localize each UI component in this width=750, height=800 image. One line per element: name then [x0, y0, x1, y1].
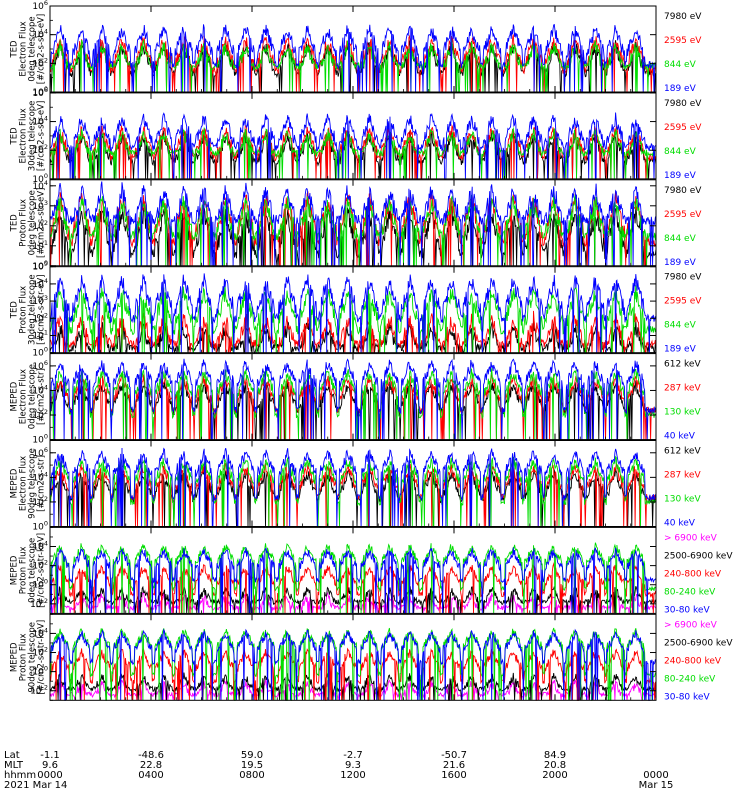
legend-entry: 2595 eV — [664, 123, 702, 133]
legend-entry: 844 eV — [664, 321, 697, 331]
x-tick-label-mlt: 22.8 — [140, 760, 162, 771]
x-tick-label-hhmm: 0800 — [239, 770, 264, 781]
y-axis-label: MEPEDElectron Flux90deg telescope[#/cm2-… — [10, 448, 47, 519]
legend-entry: 844 eV — [664, 234, 697, 244]
x-tick-label-mlt: 9.3 — [345, 760, 361, 771]
y-tick-label: 100 — [32, 520, 48, 533]
series-line-30-80-kev — [49, 628, 657, 701]
legend-entry: 189 eV — [664, 171, 697, 181]
legend-entry: 80-240 keV — [664, 587, 716, 597]
legend-entry: 612 keV — [664, 360, 701, 370]
x-tick-label-hhmm: 0400 — [138, 770, 163, 781]
legend-entry: 30-80 keV — [664, 605, 710, 615]
x-tick-label-mlt: 9.6 — [42, 760, 58, 771]
legend-entry: 2500-6900 keV — [664, 638, 733, 648]
series-line-130-kev — [49, 455, 657, 527]
legend-entry: 7980 eV — [664, 186, 702, 196]
legend-entry: > 6900 keV — [664, 620, 718, 630]
x-tick-label-hhmm: 1600 — [441, 770, 466, 781]
x-tick-label-date: Mar 14 — [33, 780, 68, 791]
y-axis-label: TEDElectron Flux0deg telescope[#/cm2-s-s… — [10, 14, 47, 84]
legend-entry: 30-80 keV — [664, 692, 710, 702]
x-tick-label-mlt: 21.6 — [443, 760, 465, 771]
x-tick-label-lat: -1.1 — [40, 750, 60, 761]
legend-entry: 130 keV — [664, 408, 701, 418]
legend-entry: 7980 eV — [664, 273, 702, 283]
legend-entry: 287 keV — [664, 471, 701, 481]
legend-entry: 40 keV — [664, 519, 696, 529]
y-tick-label: 100 — [32, 346, 48, 359]
y-tick-label: 100 — [32, 433, 48, 446]
y-axis-label: MEPEDProton Flux90deg telescope[#/cm2-s-… — [10, 620, 47, 695]
x-tick-label-mlt: 19.5 — [241, 760, 263, 771]
legend-entry: 612 keV — [664, 447, 701, 457]
legend-entry: 844 eV — [664, 147, 697, 157]
xrow-label-hhmm: hhmm — [4, 770, 36, 781]
legend-entry: 2595 eV — [664, 210, 702, 220]
x-tick-label-hhmm: 0000 — [643, 770, 668, 781]
legend-entry: > 6900 keV — [664, 533, 718, 543]
legend-entry: 844 eV — [664, 60, 697, 70]
xrow-label-year: 2021 — [4, 780, 29, 791]
x-tick-label-lat: 84.9 — [544, 750, 566, 761]
y-axis-label: TEDProton Flux30deg telescope[#/cm2-s-st… — [10, 274, 47, 345]
xrow-label-mlt: MLT — [4, 760, 24, 771]
series-line-130-kev — [49, 368, 657, 441]
legend-entry: 2595 eV — [664, 36, 702, 46]
series-line-189-ev — [49, 273, 657, 354]
series-line-189-ev — [49, 23, 657, 93]
x-tick-label-lat: -48.6 — [138, 750, 164, 761]
y-axis-label: TEDProton Flux0deg telescope[#/cm2-s-str… — [10, 188, 47, 258]
series-line-612-kev — [49, 379, 657, 441]
series-line-30-80-kev — [49, 547, 657, 614]
y-axis-label: MEPEDElectron Flux0deg telescope[#/cm2-s… — [10, 364, 47, 429]
x-tick-label-lat: 59.0 — [241, 750, 263, 761]
legend-entry: 189 eV — [664, 345, 697, 355]
xrow-label-lat: Lat — [4, 750, 20, 761]
y-axis-label: TEDElectron Flux30deg telescope[#/cm2-s-… — [10, 101, 47, 172]
x-tick-label-date: Mar 15 — [639, 780, 674, 791]
legend-entry: 7980 eV — [664, 12, 702, 22]
series-line-844-ev — [49, 38, 657, 93]
legend-entry: 130 keV — [664, 495, 701, 505]
legend-entry: 240-800 keV — [664, 569, 722, 579]
y-tick-label: 106 — [32, 0, 48, 12]
series-line-287-kev — [49, 461, 657, 527]
x-tick-label-hhmm: 1200 — [340, 770, 365, 781]
legend-entry: 189 eV — [664, 258, 697, 268]
legend-entry: 40 keV — [664, 432, 696, 442]
legend-entry: 7980 eV — [664, 99, 702, 109]
legend-entry: 240-800 keV — [664, 656, 722, 666]
legend-entry: 287 keV — [664, 384, 701, 394]
series-line-189-ev — [49, 112, 657, 180]
legend-entry: 80-240 keV — [664, 674, 716, 684]
legend-entry: 2500-6900 keV — [664, 551, 733, 561]
x-tick-label-lat: -50.7 — [441, 750, 467, 761]
x-tick-label-lat: -2.7 — [343, 750, 363, 761]
legend-entry: 189 eV — [664, 84, 697, 94]
legend-entry: 2595 eV — [664, 297, 702, 307]
series-line-844-ev — [49, 126, 657, 179]
series-line-287-kev — [49, 372, 657, 441]
series-line-40-kev — [49, 358, 657, 441]
y-axis-label: MEPEDProton Flux0deg telescope[#/cm2-s-s… — [10, 533, 47, 608]
x-tick-label-hhmm: 2000 — [542, 770, 567, 781]
series-line-40-kev — [49, 447, 657, 527]
x-tick-label-mlt: 20.8 — [544, 760, 566, 771]
x-tick-label-hhmm: 0000 — [37, 770, 62, 781]
